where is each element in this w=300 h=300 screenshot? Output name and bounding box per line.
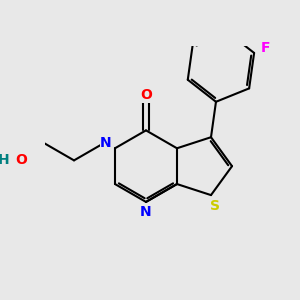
- Text: F: F: [261, 41, 271, 55]
- Text: S: S: [210, 199, 220, 213]
- Text: O: O: [140, 88, 152, 102]
- Text: N: N: [140, 205, 152, 219]
- Text: O: O: [15, 153, 27, 167]
- Text: H: H: [0, 153, 9, 167]
- Text: N: N: [100, 136, 112, 150]
